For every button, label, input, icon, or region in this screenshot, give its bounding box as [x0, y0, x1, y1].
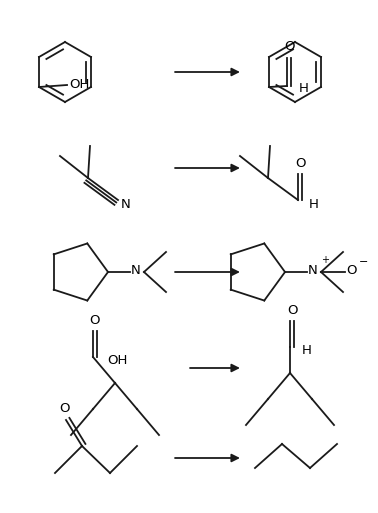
Text: O: O: [284, 40, 294, 53]
Text: N: N: [121, 198, 131, 210]
Text: N: N: [131, 265, 141, 278]
Text: O: O: [90, 314, 100, 327]
Text: O: O: [59, 402, 69, 415]
Text: OH: OH: [107, 353, 127, 366]
Text: H: H: [309, 198, 319, 210]
Text: −: −: [359, 257, 369, 267]
Text: N: N: [308, 265, 318, 278]
Text: +: +: [321, 255, 329, 265]
Text: O: O: [346, 265, 356, 278]
Text: O: O: [287, 304, 297, 317]
Text: H: H: [299, 83, 309, 95]
Text: H: H: [302, 345, 312, 358]
Text: O: O: [295, 157, 305, 170]
Text: OH: OH: [69, 78, 89, 91]
